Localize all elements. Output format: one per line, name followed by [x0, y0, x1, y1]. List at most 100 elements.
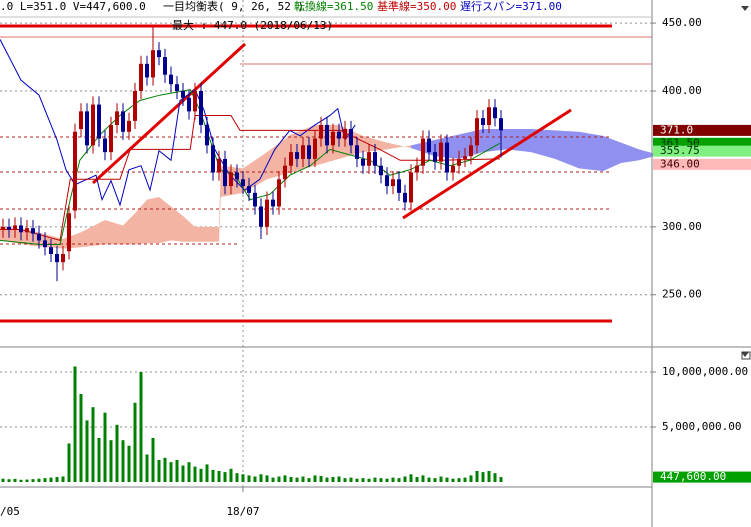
volume-bar [247, 475, 251, 482]
volume-bar [67, 443, 71, 482]
volume-bar [289, 477, 293, 482]
menu-box[interactable] [741, 351, 751, 360]
header-item: 一目均衡表( 9, 26, 52 ) [163, 0, 304, 13]
candle-body [451, 165, 455, 173]
volume-bar [277, 476, 281, 482]
candle-body [91, 104, 95, 146]
volume-bar [457, 478, 461, 482]
volume-bar [343, 478, 347, 482]
volume-bar [19, 479, 23, 482]
candle-body [463, 156, 467, 159]
candle-body [235, 172, 239, 180]
volume-bar [355, 478, 359, 482]
volume-bar [13, 478, 17, 482]
candle-body [145, 63, 149, 78]
volume-badge-label: 447,600.00 [660, 470, 726, 483]
candle-body [373, 152, 377, 166]
menu-arrow[interactable] [741, 6, 749, 11]
volume-bar [475, 470, 479, 482]
volume-bar [97, 437, 101, 482]
candle-body [445, 142, 449, 173]
header-item: .0 L=351.0 V=447,600.0 [0, 0, 146, 13]
volume-bar [7, 479, 11, 482]
candle-body [361, 158, 365, 166]
candle-body [193, 91, 197, 112]
volume-bar [241, 474, 245, 482]
candle-body [319, 124, 323, 139]
candle-body [49, 247, 53, 254]
candle-body [133, 91, 137, 121]
candle-body [439, 142, 443, 162]
candle-body [313, 138, 317, 159]
volume-bar [211, 469, 215, 482]
price-badge [653, 145, 751, 157]
candle-body [31, 228, 35, 234]
y-tick-label: 250.00 [662, 288, 702, 301]
volume-bar [283, 475, 287, 482]
volume-bar [109, 440, 113, 482]
menu-arrow[interactable] [741, 352, 749, 357]
trend-line [402, 108, 572, 220]
volume-bar [307, 478, 311, 482]
candle-body [499, 118, 503, 131]
volume-bar [175, 459, 179, 482]
volume-bar [499, 477, 503, 482]
volume-bar [349, 477, 353, 482]
candle-body [301, 145, 305, 159]
volume-bar [391, 477, 395, 482]
volume-bar [163, 457, 167, 482]
candle-body [385, 175, 389, 187]
candle-body [115, 111, 119, 125]
candle-body [55, 253, 59, 263]
volume-bar [301, 476, 305, 482]
volume-bar [373, 477, 377, 482]
candle-body [469, 145, 473, 157]
volume-bar [187, 462, 191, 482]
header: .0 L=351.0 V=447,600.0 一目均衡表( 9, 26, 52 )… [0, 0, 562, 13]
volume-bar [121, 440, 125, 482]
y-tick-label: 300.00 [662, 220, 702, 233]
price-badge-label: 355.75 [660, 144, 700, 157]
header-item: 転換線=361.50 [294, 0, 373, 13]
candle-body [67, 213, 71, 252]
header-item: 基準線=350.00 [377, 0, 456, 13]
candle-body [217, 158, 221, 173]
candle-body [331, 131, 335, 146]
volume-bar [463, 477, 467, 482]
candle-body [241, 179, 245, 187]
candle-body [433, 152, 437, 162]
candle-body [7, 226, 11, 230]
candle-body [259, 206, 263, 227]
candle-body [25, 228, 29, 233]
volume-bar [157, 459, 161, 482]
volume-bar [319, 475, 323, 482]
volume-bar [37, 478, 41, 482]
volume-bar [1, 478, 5, 482]
volume-bar [193, 466, 197, 482]
candle-body [295, 152, 299, 159]
volume-bar [133, 402, 137, 482]
volume-bar [73, 366, 77, 482]
candle-body [229, 172, 233, 187]
max-annotation: 最大 : 447.0 (2018/06/13) [172, 18, 333, 32]
volume-bar [91, 407, 95, 482]
candle-body [421, 138, 425, 166]
candle-body [85, 111, 89, 146]
volume-bar [403, 476, 407, 482]
candle-body [307, 145, 311, 159]
candle-body [79, 111, 83, 130]
y-tick-label: 5,000,000.00 [662, 420, 741, 433]
candle-body [127, 120, 131, 132]
x-tick-label: /05 [0, 505, 20, 518]
volume-bar [145, 454, 149, 482]
volume-bar [295, 477, 299, 482]
candle-body [211, 145, 215, 173]
volume-bar [205, 464, 209, 482]
volume-bar [427, 477, 431, 482]
volume-bar [151, 437, 155, 482]
candle-body [97, 104, 101, 139]
candle-body [493, 107, 497, 119]
volume-bar [61, 476, 65, 482]
